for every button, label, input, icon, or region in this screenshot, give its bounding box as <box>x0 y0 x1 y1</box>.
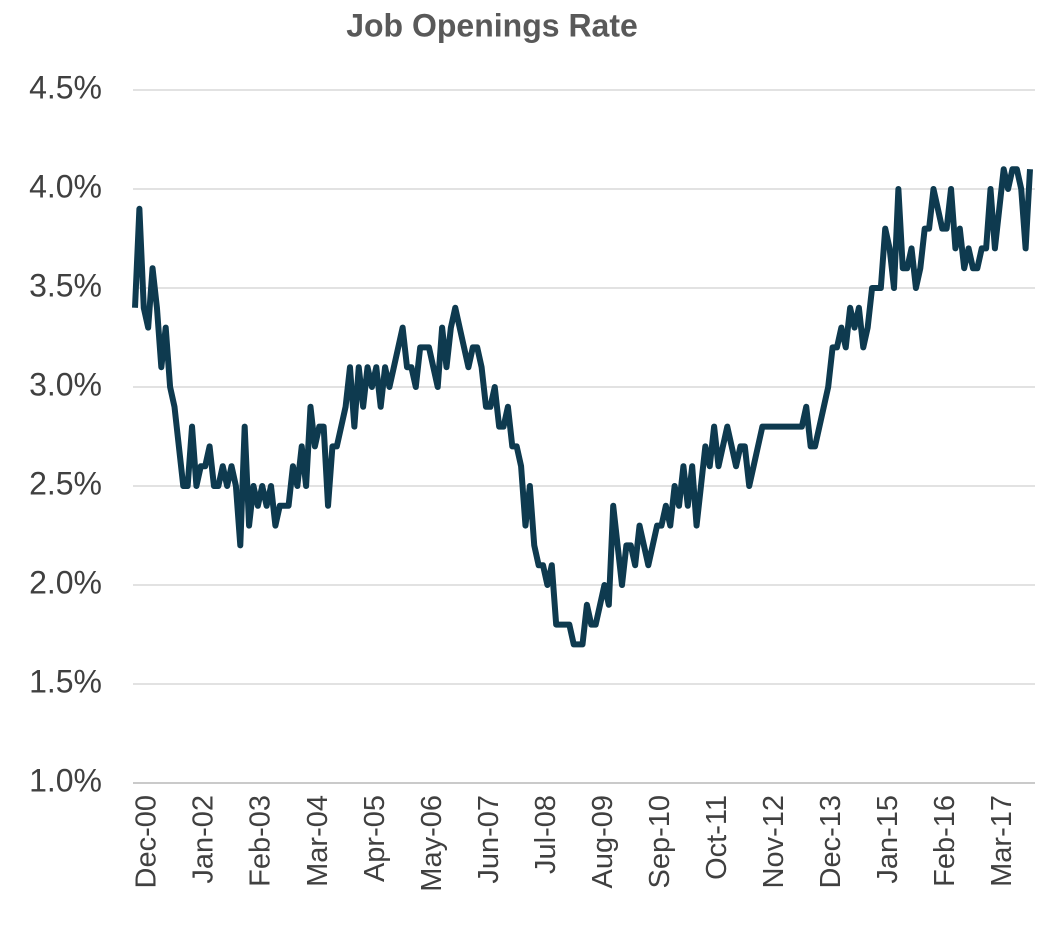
y-tick-label: 4.5% <box>29 69 102 105</box>
x-tick-label: Dec-00 <box>131 795 163 889</box>
x-tick-label: Oct-11 <box>701 795 733 880</box>
x-tick-label: Aug-09 <box>587 795 619 889</box>
x-tick-label: Mar-04 <box>302 795 334 887</box>
x-tick-label: Dec-13 <box>815 795 847 889</box>
data-line <box>132 166 1033 648</box>
x-tick-label: Apr-05 <box>359 795 391 882</box>
x-tick-label: Feb-16 <box>929 795 961 887</box>
x-tick-label: May-06 <box>416 795 448 892</box>
x-tick-label: Nov-12 <box>758 795 790 889</box>
x-tick-label: Feb-03 <box>245 795 277 887</box>
y-tick-label: 4.0% <box>29 168 102 204</box>
y-tick-label: 2.0% <box>29 564 102 600</box>
x-tick-label: Jul-08 <box>530 795 562 874</box>
x-tick-label: Jan-02 <box>188 795 220 884</box>
x-tick-label: Sep-10 <box>644 795 676 889</box>
x-tick-label: Mar-17 <box>986 795 1018 887</box>
x-tick-label: Jan-15 <box>872 795 904 884</box>
y-tick-label: 2.5% <box>29 465 102 501</box>
y-tick-label: 3.5% <box>29 267 102 303</box>
x-tick-label: Jun-07 <box>473 795 505 884</box>
y-tick-label: 3.0% <box>29 366 102 402</box>
y-tick-label: 1.0% <box>29 762 102 798</box>
y-tick-label: 1.5% <box>29 663 102 699</box>
chart-title: Job Openings Rate <box>346 7 638 43</box>
